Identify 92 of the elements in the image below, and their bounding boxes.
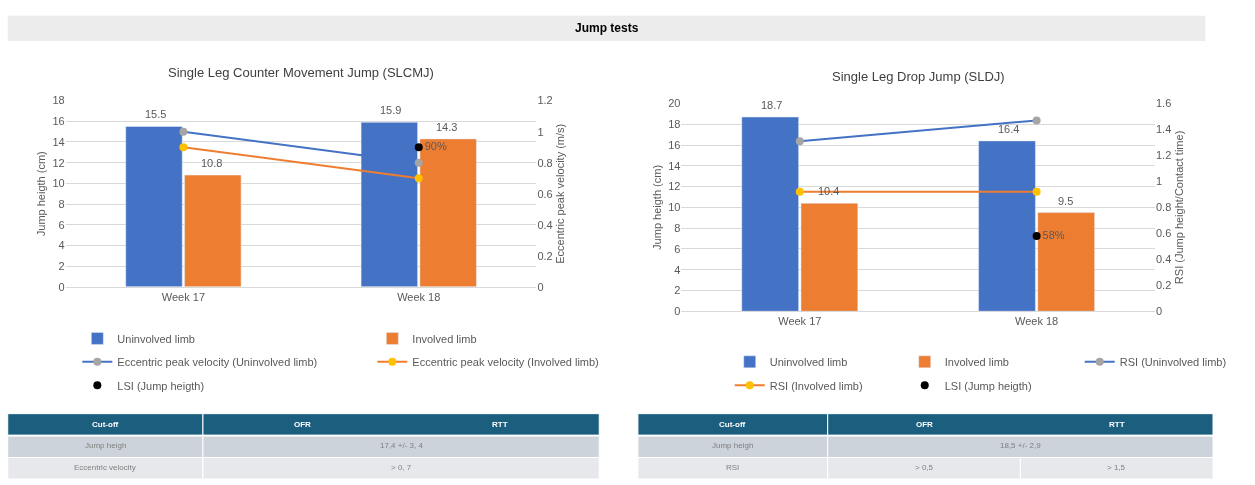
text: > 1,5: [1107, 463, 1126, 472]
y2-tick-label: 1: [537, 125, 544, 138]
data-label: 16.4: [998, 123, 1020, 135]
y2-tick-label: 0.2: [537, 249, 553, 262]
data-label: 9.5: [1058, 195, 1074, 207]
y-tick-label: 6: [674, 242, 681, 255]
point: [1032, 187, 1041, 196]
point: [795, 187, 804, 196]
x-tick-label: Week 18: [397, 291, 441, 304]
category-label: RTT: [492, 420, 508, 429]
chart-title: Single Leg Drop Jump (SLDJ): [832, 69, 1005, 84]
y2-tick-label: 0.6: [537, 187, 553, 200]
y-tick-label: 2: [58, 260, 65, 273]
point: [179, 127, 188, 136]
legend-label: Involved limb: [412, 332, 477, 345]
legend-label: Involved limb: [944, 356, 1009, 369]
category-label: RTT: [1109, 420, 1125, 429]
data-label: 18.7: [761, 99, 783, 111]
category-label: Cut-off: [719, 420, 746, 429]
y2-tick-label: 0.4: [537, 218, 553, 231]
category-label: OFR: [916, 420, 934, 429]
point: [179, 143, 188, 152]
y-tick-label: 18: [668, 118, 681, 131]
y2-axis-title: RSI (Jump height/Contact time): [1172, 130, 1185, 285]
text: 18,5 +/- 2,9: [1000, 441, 1041, 450]
legend-label: Eccentric peak velocity (Involved limb): [412, 356, 599, 369]
text: Jump tests: [575, 21, 639, 35]
category-label: Jump heigh: [85, 441, 127, 450]
chart-title: Single Leg Counter Movement Jump (SLCMJ): [168, 65, 434, 80]
y2-axis-title: Eccentric peak velocity (m/s): [553, 123, 566, 264]
x-tick-label: Week 18: [1015, 315, 1059, 328]
y-tick-label: 12: [52, 156, 65, 169]
point: [1032, 116, 1041, 125]
data-label: 14.3: [436, 121, 458, 133]
y-tick-label: 16: [668, 138, 681, 151]
y-tick-label: 0: [674, 305, 681, 318]
y-tick-label: 6: [58, 218, 65, 231]
y2-tick-label: 0.8: [1156, 201, 1172, 214]
y2-tick-label: 1.2: [1156, 149, 1172, 162]
y-tick-label: 4: [674, 263, 681, 276]
point: [414, 174, 423, 183]
text: > 0, 7: [391, 463, 412, 472]
y-tick-label: 14: [668, 159, 681, 172]
point: [1032, 231, 1041, 240]
y-tick-label: 18: [52, 94, 65, 107]
category-label: Jump heigh: [712, 441, 754, 450]
y2-tick-label: 1.4: [1156, 123, 1172, 136]
y2-tick-label: 1: [1156, 175, 1163, 188]
y2-tick-label: 0.2: [1156, 279, 1172, 292]
y-tick-label: 2: [674, 284, 681, 297]
y2-tick-label: 0.8: [537, 156, 553, 169]
y2-tick-label: 0.4: [1156, 253, 1172, 266]
text: > 0,5: [915, 463, 934, 472]
y-axis-title: Jump heigth (cm): [35, 151, 48, 237]
legend-label: LSI (Jump heigth): [117, 379, 205, 392]
legend-label: RSI (Uninvolved limb): [1119, 356, 1227, 369]
category-label: Cut-off: [92, 420, 119, 429]
data-label: 10.8: [201, 157, 223, 169]
legend-label: Eccentric peak velocity (Uninvolved limb): [117, 356, 318, 369]
y-tick-label: 12: [668, 180, 681, 193]
y-tick-label: 16: [52, 115, 65, 128]
category-label: OFR: [294, 420, 312, 429]
y2-tick-label: 0: [537, 280, 544, 293]
y-tick-label: 8: [58, 197, 65, 210]
y-tick-label: 10: [668, 201, 681, 214]
text: 17,4 +/- 3, 4: [380, 441, 423, 450]
legend-label: Uninvolved limb: [117, 332, 195, 345]
y2-tick-label: 0.6: [1156, 227, 1172, 240]
y-tick-label: 4: [58, 239, 65, 252]
x-tick-label: Week 17: [161, 291, 206, 304]
legend-label: Uninvolved limb: [769, 356, 848, 369]
point: [414, 143, 423, 152]
y-tick-label: 8: [674, 222, 681, 235]
y-tick-label: 20: [668, 97, 681, 110]
point: [795, 137, 804, 146]
y2-tick-label: 0: [1156, 305, 1163, 318]
data-label: 90%: [424, 139, 447, 152]
data-label: 15.5: [145, 108, 167, 120]
x-tick-label: Week 17: [778, 315, 822, 328]
y-tick-label: 14: [52, 135, 65, 148]
category-label: RSI: [726, 463, 740, 472]
legend-label: RSI (Involved limb): [769, 379, 863, 392]
legend-label: LSI (Jump heigth): [944, 379, 1032, 392]
y2-tick-label: 1.2: [537, 94, 553, 107]
y-tick-label: 0: [58, 280, 65, 293]
y-tick-label: 10: [52, 177, 65, 190]
category-label: Eccentric velocity: [74, 463, 136, 472]
data-label: 58%: [1042, 228, 1065, 241]
point: [414, 158, 423, 167]
y-axis-title: Jump heigth (cm): [650, 164, 663, 250]
data-label: 15.9: [380, 104, 402, 116]
y2-tick-label: 1.6: [1156, 97, 1172, 110]
